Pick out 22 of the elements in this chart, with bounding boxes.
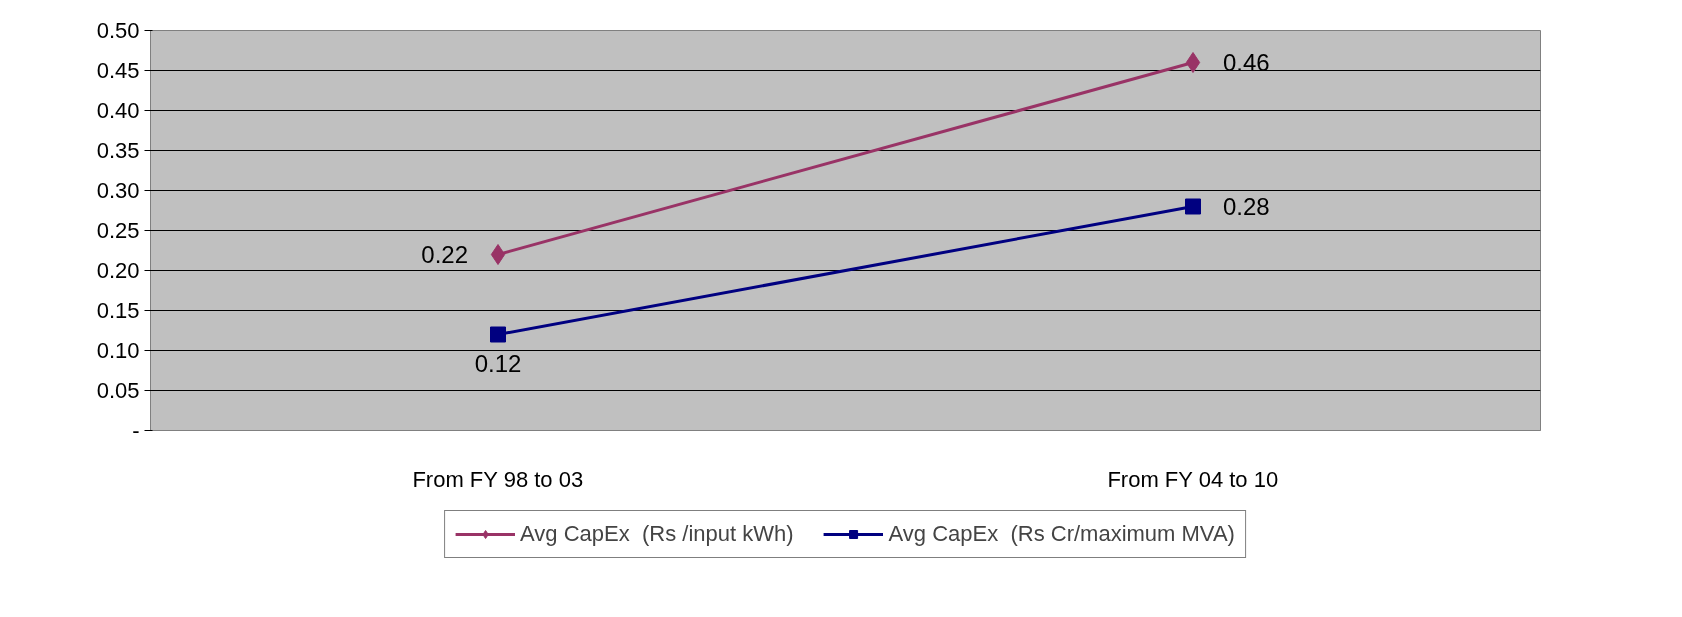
y-tick-label: 0.25: [96, 218, 140, 243]
data-label: 0.12: [474, 349, 522, 377]
x-tick-label: From FY 98 to 03: [412, 466, 584, 492]
y-tick-label: -: [132, 418, 140, 443]
y-tick-label: 0.35: [96, 138, 140, 163]
point: [1185, 198, 1201, 215]
data-label: 0.28: [1223, 193, 1270, 220]
y-tick-label: 0.40: [96, 98, 140, 123]
legend-label: Avg CapEx (Rs /input kWh): [520, 521, 794, 547]
legend-label: Avg CapEx (Rs Cr/maximum MVA): [888, 521, 1235, 547]
point: [1185, 52, 1201, 73]
y-tick-label: 0.10: [96, 338, 140, 363]
y-tick-label: 0.50: [96, 18, 140, 43]
point: [490, 244, 506, 265]
x-tick-label: From FY 04 to 10: [1107, 466, 1279, 492]
y-tick-label: 0.15: [96, 298, 140, 323]
y-tick-label: 0.20: [96, 258, 140, 283]
point: [490, 326, 506, 343]
y-tick-label: 0.45: [96, 58, 140, 83]
data-label: 0.22: [421, 241, 469, 268]
y-tick-label: 0.30: [96, 178, 140, 203]
y-tick-label: 0.05: [96, 378, 140, 403]
